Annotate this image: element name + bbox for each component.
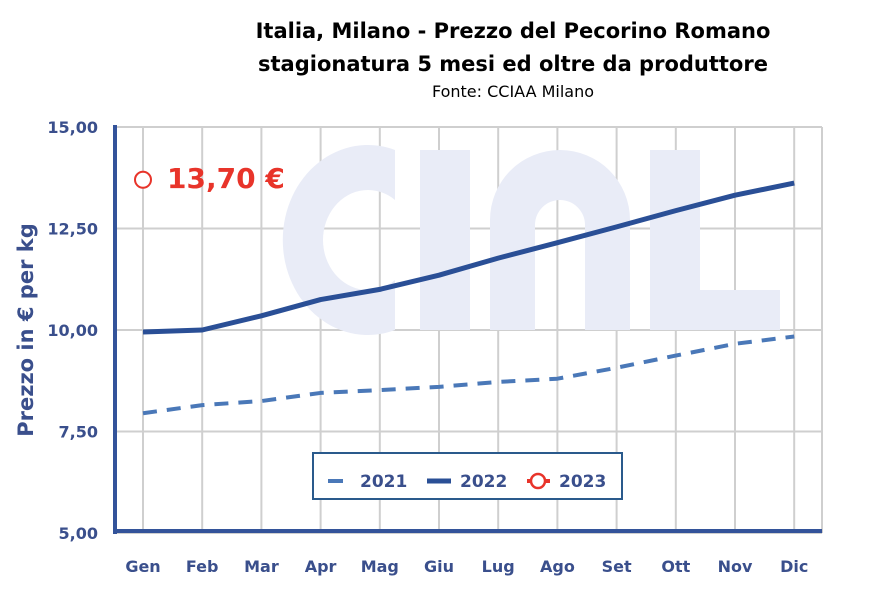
x-tick-label: Mag: [361, 557, 399, 576]
y-tick-label: 5,00: [59, 524, 98, 543]
watermark-letter-i: [420, 150, 470, 330]
x-tick-label: Lug: [482, 557, 515, 576]
x-tick-label: Dic: [780, 557, 808, 576]
series: [134, 170, 795, 416]
watermark-letter-c: [282, 145, 395, 335]
axes: 5,00 7,50 10,00 12,50 15,00 Gen Feb Mar Apr Mag Gi…: [47, 118, 822, 576]
legend-label-2021: 2021: [360, 472, 407, 492]
chart-title-line-2: stagionatura 5 mesi ed oltre da produtto…: [258, 52, 768, 76]
x-tick-label: Mar: [244, 557, 279, 576]
watermark-letter-l: [650, 150, 780, 330]
x-tick-label: Set: [602, 557, 632, 576]
annotation-2023-value: 13,70 €: [167, 162, 285, 195]
series-line-2021: [142, 334, 795, 416]
legend-swatch-2023-marker: [529, 472, 547, 490]
y-tick-label: 12,50: [47, 220, 98, 239]
x-tick-label: Ott: [661, 557, 690, 576]
legend-label-2022: 2022: [460, 472, 507, 492]
legend-label-2023: 2023: [559, 472, 606, 492]
legend-box: [312, 452, 623, 500]
watermark-logo: [282, 145, 780, 335]
point-2023: [134, 170, 152, 189]
y-axis-label: Prezzo in € per kg: [14, 223, 38, 437]
watermark-letter-a: [490, 150, 630, 330]
x-tick-label: Apr: [305, 557, 337, 576]
x-tick-label: Giu: [424, 557, 454, 576]
y-tick-label: 10,00: [47, 321, 98, 340]
chart-title-line-1: Italia, Milano - Prezzo del Pecorino Rom…: [256, 19, 771, 43]
x-tick-label: Nov: [718, 557, 753, 576]
x-tick-label: Gen: [125, 557, 160, 576]
legend: 2021 2022 2023: [312, 452, 623, 500]
x-tick-label: Feb: [186, 557, 219, 576]
y-tick-label: 7,50: [59, 423, 98, 442]
x-tick-label: Ago: [540, 557, 575, 576]
series-line-2022: [142, 180, 795, 335]
chart-subtitle: Fonte: CCIAA Milano: [432, 82, 594, 101]
y-tick-label: 15,00: [47, 118, 98, 137]
